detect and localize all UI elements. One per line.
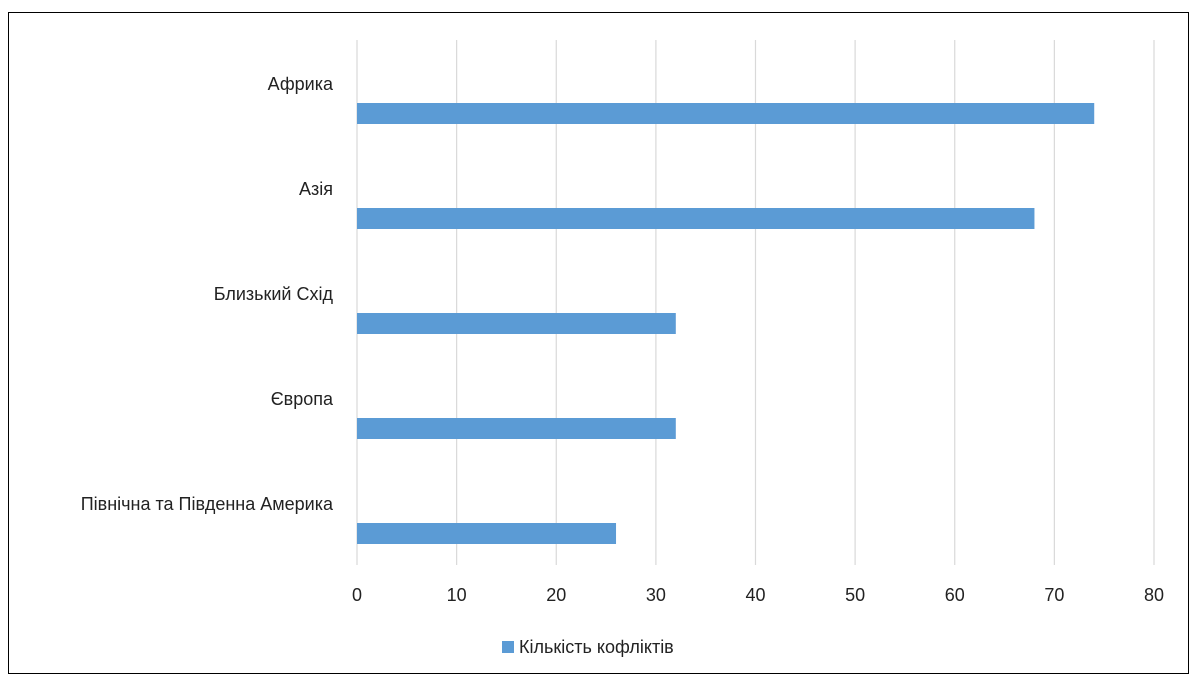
bar-4: [357, 523, 617, 544]
x-tick-label: 50: [845, 585, 865, 605]
x-tick-label: 70: [1044, 585, 1064, 605]
x-tick-label: 60: [945, 585, 965, 605]
bar-1: [357, 208, 1035, 229]
bar-3: [357, 418, 676, 439]
x-tick-label: 80: [1144, 585, 1164, 605]
category-label: Африка: [268, 74, 334, 94]
x-tick-label: 20: [546, 585, 566, 605]
x-axis-tick-labels: 0 10 20 30 40 50 60 70 80: [352, 585, 1164, 605]
x-tick-label: 40: [745, 585, 765, 605]
bar-0: [357, 103, 1095, 124]
category-labels: Африка Азія Близький Схід Європа Північна та…: [81, 74, 334, 514]
x-tick-label: 10: [447, 585, 467, 605]
bars: [357, 103, 1095, 544]
legend: Кількість кофліктів: [502, 637, 674, 657]
legend-label: Кількість кофліктів: [519, 637, 674, 657]
gridlines: [356, 40, 1155, 565]
category-label: Європа: [271, 389, 334, 409]
legend-swatch: [502, 641, 514, 653]
x-tick-label: 30: [646, 585, 666, 605]
category-label: Азія: [299, 179, 333, 199]
x-tick-label: 0: [352, 585, 362, 605]
bar-2: [357, 313, 676, 334]
category-label: Північна та Південна Америка: [81, 494, 334, 514]
category-label: Близький Схід: [214, 284, 334, 304]
